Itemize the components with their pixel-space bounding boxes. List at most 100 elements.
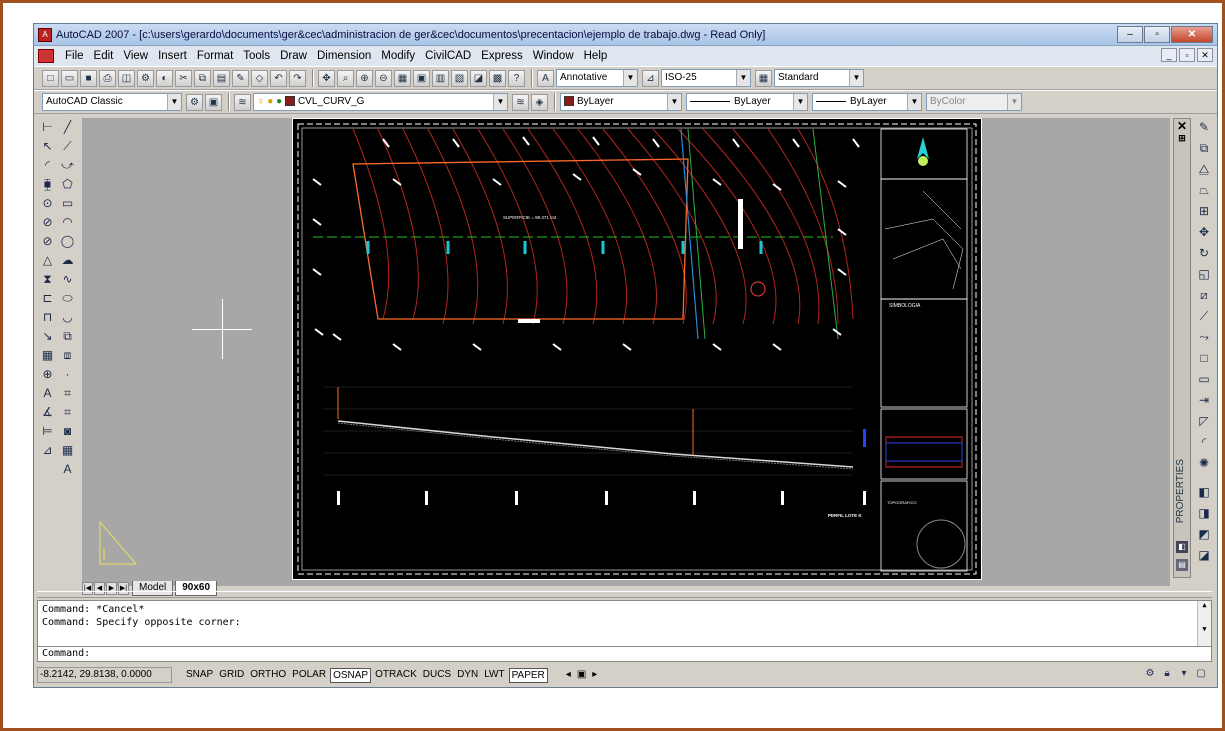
last-tab-icon[interactable]: ▶| [118, 581, 129, 595]
menu-view[interactable]: View [123, 50, 149, 62]
draworder-icon[interactable]: ◧ [1198, 485, 1210, 499]
annotative-text-style-combo[interactable]: Annotative ▼ [556, 69, 638, 87]
new-icon[interactable]: □ [42, 69, 59, 87]
baseline-icon[interactable]: ⊏ [42, 291, 53, 305]
menu-window[interactable]: Window [532, 50, 574, 62]
tolerance-icon[interactable]: ▦ [41, 348, 54, 362]
paper-toggle[interactable]: PAPER [508, 667, 548, 683]
draworder-front-icon[interactable]: ◩ [1198, 527, 1210, 541]
rotate-icon[interactable]: ↻ [1198, 246, 1210, 260]
menu-draw[interactable]: Draw [280, 50, 307, 62]
dyn-toggle[interactable]: DYN [457, 668, 479, 680]
workspace-settings-icon[interactable]: ⚙ [186, 93, 203, 111]
extend-icon[interactable]: ⤳ [1199, 330, 1209, 344]
construction-line-icon[interactable]: ⟋ [63, 139, 72, 153]
minimize-button[interactable]: – [1117, 26, 1143, 43]
publish-icon[interactable]: ⚙ [137, 69, 154, 87]
break-icon[interactable]: ▭ [1198, 372, 1210, 386]
next-tab-icon[interactable]: ▶ [106, 581, 117, 595]
multiline-text-icon[interactable]: A [63, 462, 72, 476]
open-icon[interactable]: ▭ [61, 69, 78, 87]
menu-format[interactable]: Format [196, 50, 234, 62]
close-icon[interactable]: ✕ [1176, 119, 1188, 133]
menu-dimension[interactable]: Dimension [316, 50, 372, 62]
scale-icon[interactable]: ◱ [1198, 267, 1210, 281]
move-icon[interactable]: ✥ [1198, 225, 1210, 239]
workspace-combo[interactable]: AutoCAD Classic ▼ [42, 93, 182, 111]
hatch-icon[interactable]: ⌗ [64, 386, 71, 400]
zoom-window-icon[interactable]: ⊕ [356, 69, 373, 87]
array-icon[interactable]: ⊞ [1198, 204, 1210, 218]
layer-previous-icon[interactable]: ◈ [531, 93, 548, 111]
arc-length-icon[interactable]: ◜ [45, 158, 50, 172]
angular-icon[interactable]: △ [42, 253, 53, 267]
circle-icon[interactable]: ◯ [60, 234, 75, 248]
dimension-edit-icon[interactable]: A [43, 386, 52, 400]
maximize-viewport-icon[interactable]: ▣ [576, 668, 587, 680]
plotstyle-combo[interactable]: ByColor ▼ [926, 93, 1022, 111]
command-window[interactable]: Command: *Cancel* Command: Specify oppos… [37, 600, 1212, 662]
layer-combo[interactable]: ♀ ● ● CVL_CURV_G ▼ [253, 93, 508, 111]
polyline-icon[interactable]: ⤻ [61, 158, 74, 172]
otrack-toggle[interactable]: OTRACK [375, 668, 417, 680]
jogged-icon[interactable]: ⊘ [42, 215, 53, 229]
design-center-icon[interactable]: ▣ [413, 69, 430, 87]
ortho-toggle[interactable]: ORTHO [250, 668, 287, 680]
zoom-realtime-icon[interactable]: ⌕ [337, 69, 354, 87]
close-button[interactable]: ✕ [1171, 26, 1213, 43]
layout-scroll-right-icon[interactable]: ▸ [592, 668, 598, 680]
menu-modify[interactable]: Modify [381, 50, 416, 62]
rectangle-icon[interactable]: ▭ [61, 196, 74, 210]
pan-icon[interactable]: ✥ [318, 69, 335, 87]
command-window-grip[interactable] [37, 591, 1212, 598]
toolbar-lock-icon[interactable]: 🔒︎ [1164, 668, 1170, 679]
dimension-update-icon[interactable]: ⊨ [42, 424, 53, 438]
paper-sheet[interactable]: SUPERFICIE = 89.371 m2 SIMBOLOGIA TOPOGR… [292, 118, 982, 580]
line-icon[interactable]: ╱ [63, 120, 72, 134]
grid-toggle[interactable]: GRID [219, 668, 245, 680]
ordinate-icon[interactable]: ⧯ [43, 177, 52, 191]
palette-icon-2[interactable]: ▤ [1176, 559, 1188, 571]
dimension-style-icon[interactable]: ⊿ [42, 443, 53, 457]
palette-options-icon[interactable]: ⊞ [1178, 133, 1186, 143]
lwt-toggle[interactable]: LWT [484, 668, 505, 680]
command-scrollbar[interactable]: ▲ ▼ [1197, 601, 1211, 647]
erase-icon[interactable]: ✎ [1198, 120, 1210, 134]
doc-minimize-button[interactable]: _ [1161, 48, 1177, 62]
chamfer-icon[interactable]: ◸ [1199, 414, 1209, 428]
ellipse-icon[interactable]: ⬭ [62, 291, 73, 305]
table-style-combo[interactable]: Standard ▼ [774, 69, 864, 87]
first-tab-icon[interactable]: |◀ [82, 581, 93, 595]
polygon-icon[interactable]: ⬠ [62, 177, 73, 191]
snap-toggle[interactable]: SNAP [186, 668, 214, 680]
zoom-previous-icon[interactable]: ⊖ [375, 69, 392, 87]
revision-cloud-icon[interactable]: ☁ [61, 253, 74, 267]
properties-palette[interactable]: ✕ ⊞ PROPERTIES ◧ ▤ [1173, 118, 1191, 578]
insert-block-icon[interactable]: ⧉ [63, 329, 72, 343]
doc-restore-button[interactable]: ▫ [1179, 48, 1195, 62]
menu-help[interactable]: Help [583, 50, 608, 62]
command-input[interactable]: Command: [38, 646, 1211, 661]
color-combo[interactable]: ByLayer ▼ [560, 93, 682, 111]
dimension-text-edit-icon[interactable]: ∡ [42, 405, 53, 419]
sheet-set-icon[interactable]: ▧ [451, 69, 468, 87]
gradient-icon[interactable]: ⌗ [64, 405, 71, 419]
polar-toggle[interactable]: POLAR [292, 668, 327, 680]
linear-dimension-icon[interactable]: ⊢ [42, 120, 53, 134]
spline-icon[interactable]: ∿ [62, 272, 73, 286]
diameter-icon[interactable]: ⊘ [42, 234, 53, 248]
make-object-layer-current-icon[interactable]: ≋ [512, 93, 529, 111]
3d-dwf-icon[interactable]: ◐ [156, 69, 173, 87]
aligned-dimension-icon[interactable]: ↖ [42, 139, 53, 153]
help-icon[interactable]: ? [508, 69, 525, 87]
table-style-icon[interactable]: ▦ [755, 69, 772, 87]
menu-edit[interactable]: Edit [93, 50, 114, 62]
menu-tools[interactable]: Tools [243, 50, 271, 62]
radius-icon[interactable]: ⊙ [42, 196, 53, 210]
continue-icon[interactable]: ⊓ [42, 310, 53, 324]
drawing-area[interactable]: SUPERFICIE = 89.371 m2 SIMBOLOGIA TOPOGR… [82, 118, 1170, 586]
mirror-icon[interactable]: ⧋ [1198, 162, 1210, 176]
menu-insert[interactable]: Insert [158, 50, 187, 62]
quick-leader-icon[interactable]: ↘ [42, 329, 53, 343]
quick-dimension-icon[interactable]: ⧗ [43, 272, 52, 286]
